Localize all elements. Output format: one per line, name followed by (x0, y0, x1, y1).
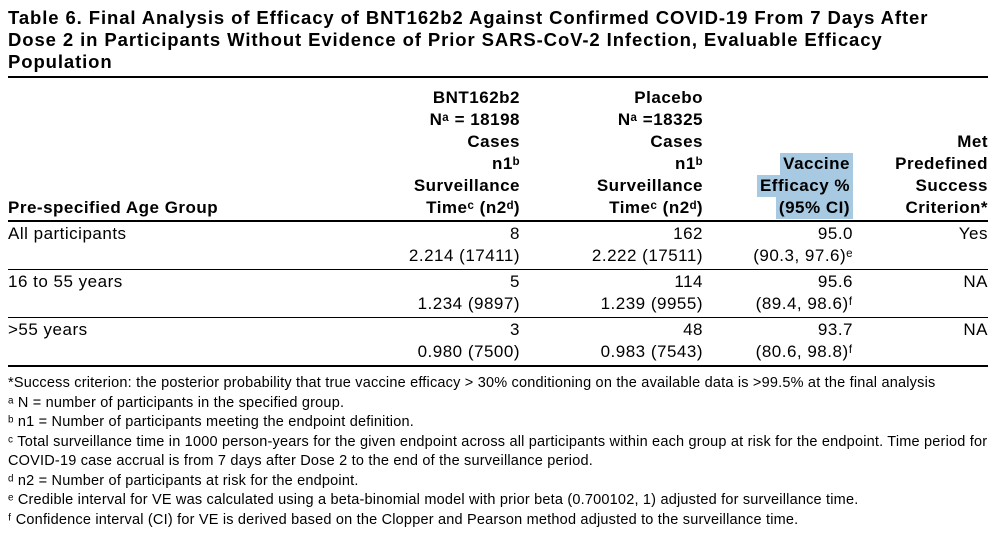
footnote-a: ᵃ N = number of participants in the spec… (8, 394, 345, 411)
header-line: Surveillance (413, 176, 520, 195)
header-line: Cases (650, 132, 703, 151)
header-line: BNT162b2 (432, 88, 520, 107)
footnote-e: ᵉ Credible interval for VE was calculate… (8, 492, 859, 508)
confidence-interval-value: (80.6, 98.8)ᶠ (755, 342, 853, 361)
header-line: Nᵃ =18325 (617, 110, 703, 129)
placebo-cell: 162 2.222 (17511) (520, 221, 703, 270)
cases-value: 162 (673, 224, 703, 243)
vaccine-efficacy-cell: 95.6 (89.4, 98.6)ᶠ (703, 269, 853, 318)
footnote-success-criterion: *Success criterion: the posterior probab… (8, 375, 936, 391)
met-criterion-cell: NA (853, 269, 988, 318)
header-line: Predefined (895, 154, 988, 173)
header-line: Surveillance (596, 176, 703, 195)
header-line: Success (915, 176, 988, 195)
header-line-highlighted: Vaccine (703, 153, 853, 175)
footnote-c: ᶜ Total surveillance time in 1000 person… (8, 433, 988, 470)
surveillance-time-value: 1.234 (9897) (417, 294, 520, 313)
surveillance-time-value: 2.214 (17411) (408, 246, 520, 265)
table-row-16-to-55-years: 16 to 55 years 5 1.234 (9897) 114 1.239 … (8, 269, 988, 318)
header-line: Met (957, 132, 988, 151)
efficacy-table: Pre-specified Age Group BNT162b2 Nᵃ = 18… (8, 76, 988, 367)
header-line: Nᵃ = 18198 (429, 110, 520, 129)
age-group-cell: All participants (8, 221, 320, 270)
surveillance-time-value: 0.983 (7543) (600, 342, 703, 361)
cases-value: 3 (510, 320, 520, 339)
column-header-success-criterion: Met Predefined Success Criterion* (853, 77, 988, 222)
document-page: Table 6. Final Analysis of Efficacy of B… (8, 7, 990, 530)
met-criterion-cell: NA (853, 317, 988, 367)
footnotes: *Success criterion: the posterior probab… (8, 374, 990, 530)
header-line: n1ᵇ (492, 154, 520, 173)
confidence-interval-value: (90.3, 97.6)ᵉ (753, 246, 853, 265)
header-line: Timeᶜ (n2ᵈ) (426, 198, 520, 217)
vaccine-efficacy-cell: 93.7 (80.6, 98.8)ᶠ (703, 317, 853, 367)
cases-value: 5 (510, 272, 520, 291)
footnote-f: ᶠ Confidence interval (CI) for VE is der… (8, 511, 799, 528)
bnt162b2-cell: 3 0.980 (7500) (320, 317, 520, 367)
column-header-age-group: Pre-specified Age Group (8, 77, 320, 222)
column-header-bnt162b2: BNT162b2 Nᵃ = 18198 Cases n1ᵇ Surveillan… (320, 77, 520, 222)
cases-value: 114 (674, 272, 703, 291)
header-line: n1ᵇ (675, 154, 703, 173)
cases-value: 48 (683, 320, 703, 339)
placebo-cell: 114 1.239 (9955) (520, 269, 703, 318)
header-line: Placebo (634, 88, 703, 107)
cases-value: 8 (510, 224, 520, 243)
bnt162b2-cell: 8 2.214 (17411) (320, 221, 520, 270)
age-group-cell: >55 years (8, 317, 320, 367)
footnote-d: ᵈ n2 = Number of participants at risk fo… (8, 472, 359, 489)
vaccine-efficacy-cell: 95.0 (90.3, 97.6)ᵉ (703, 221, 853, 270)
table-title: Table 6. Final Analysis of Efficacy of B… (8, 7, 929, 72)
header-line-highlighted: Efficacy % (703, 175, 853, 197)
surveillance-time-value: 2.222 (17511) (591, 246, 703, 265)
bnt162b2-cell: 5 1.234 (9897) (320, 269, 520, 318)
efficacy-value: 95.6 (817, 272, 853, 291)
confidence-interval-value: (89.4, 98.6)ᶠ (755, 294, 853, 313)
surveillance-time-value: 1.239 (9955) (600, 294, 703, 313)
highlight-efficacy-pct: Efficacy % (756, 175, 853, 197)
age-group-cell: 16 to 55 years (8, 269, 320, 318)
column-header-vaccine-efficacy: Vaccine Efficacy % (95% CI) (703, 77, 853, 222)
highlight-95-ci: (95% CI) (775, 197, 853, 219)
surveillance-time-value: 0.980 (7500) (417, 342, 520, 361)
header-row: Pre-specified Age Group BNT162b2 Nᵃ = 18… (8, 77, 988, 222)
efficacy-value: 95.0 (817, 224, 853, 243)
header-line: Timeᶜ (n2ᵈ) (609, 198, 703, 217)
header-line: Criterion* (905, 198, 988, 217)
table-row-all-participants: All participants 8 2.214 (17411) 162 2.2… (8, 221, 988, 270)
header-line: Cases (467, 132, 520, 151)
header-line-highlighted: (95% CI) (703, 197, 853, 219)
placebo-cell: 48 0.983 (7543) (520, 317, 703, 367)
efficacy-value: 93.7 (817, 320, 853, 339)
highlight-vaccine: Vaccine (780, 153, 853, 175)
met-criterion-cell: Yes (853, 221, 988, 270)
footnote-b: ᵇ n1 = Number of participants meeting th… (8, 414, 414, 430)
column-header-placebo: Placebo Nᵃ =18325 Cases n1ᵇ Surveillance… (520, 77, 703, 222)
table-row-over-55-years: >55 years 3 0.980 (7500) 48 0.983 (7543)… (8, 317, 988, 367)
